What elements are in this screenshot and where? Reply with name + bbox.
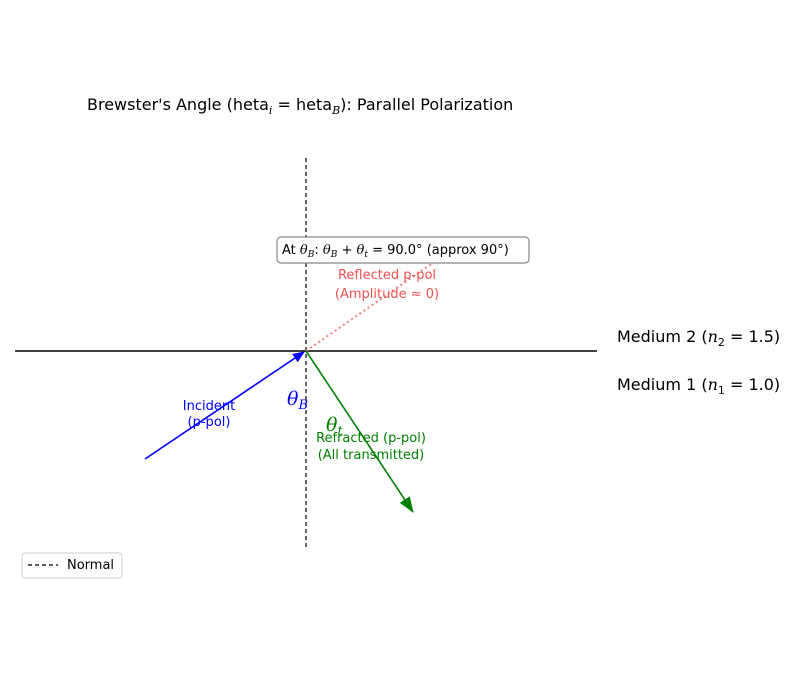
reflected-ray	[305, 250, 451, 352]
incident-label-line2: (p-pol)	[188, 415, 231, 430]
brewster-annotation-box	[276, 236, 530, 264]
theta-b-symbol: θB	[287, 388, 308, 413]
legend: Normal	[21, 552, 123, 579]
incident-ray	[144, 351, 305, 460]
refracted-ray	[305, 350, 414, 513]
medium1-label: Medium 1 (n1 = 1.0)	[617, 375, 780, 397]
medium2-label: Medium 2 (n2 = 1.5)	[617, 327, 780, 349]
reflected-label-line2: (Amplitude ≈ 0)	[335, 287, 439, 302]
refracted-label-line1: Refracted (p-pol)	[316, 431, 426, 446]
brewster-annotation: At θB: θB + θt = 90.0° (approx 90°)	[282, 243, 509, 260]
reflected-label-line1: Reflected p-pol	[338, 268, 436, 283]
theta-t-symbol: θt	[326, 414, 343, 439]
refracted-label-line2: (All transmitted)	[318, 448, 425, 463]
legend-box	[21, 552, 123, 579]
legend-normal-label: Normal	[67, 558, 114, 573]
diagram-title: Brewster's Angle (hetai = hetaB): Parall…	[87, 95, 513, 117]
incident-label-line1: Incident	[183, 399, 235, 414]
